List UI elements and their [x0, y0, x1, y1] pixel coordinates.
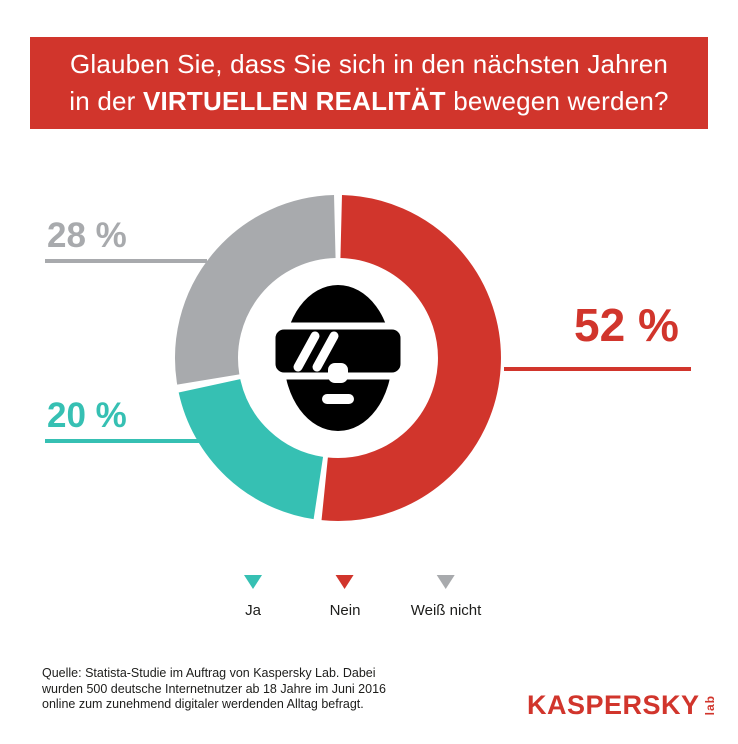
- donut-segments: [175, 195, 501, 521]
- legend-label-nein: Nein: [329, 602, 361, 619]
- kaspersky-wordmark: KASPERSKY: [527, 690, 700, 720]
- legend-item-weiss-nicht: Weiß nicht: [410, 575, 482, 619]
- legend-label-weiss-nicht: Weiß nicht: [410, 602, 482, 619]
- legend-item-ja: Ja: [244, 575, 262, 619]
- callout-nein-line: [504, 367, 691, 371]
- donut-segment-ja: [178, 378, 325, 520]
- vr-headset-head-icon: [268, 285, 408, 431]
- question-line1: Glauben Sie, dass Sie sich in den nächst…: [69, 49, 669, 79]
- legend-triangle-weiss-nicht-icon: [436, 575, 455, 589]
- callout-ja-line: [45, 439, 203, 443]
- question-line2: in der VIRTUELLEN REALITÄT bewegen werde…: [69, 83, 668, 120]
- kaspersky-lab-vertical: lab: [702, 695, 717, 716]
- callout-weiss-nicht-value: 28 %: [47, 216, 127, 255]
- source-text: Quelle: Statista-Studie im Auftrag von K…: [42, 666, 462, 713]
- source-line2: wurden 500 deutsche Internetnutzer ab 18…: [42, 681, 386, 696]
- source-line3: online zum zunehmend digitaler werdenden…: [42, 697, 364, 711]
- donut-segment-nein: [321, 195, 501, 521]
- donut-segment-weiß-nicht: [175, 195, 337, 385]
- callout-weiss-nicht-line: [45, 259, 207, 263]
- question-line2-highlight: VIRTUELLEN REALITÄT: [142, 86, 446, 116]
- kaspersky-logo: KASPERSKY lab: [527, 690, 717, 721]
- question-line2-suffix: bewegen werden?: [445, 86, 669, 116]
- legend-triangle-ja-icon: [244, 575, 262, 589]
- legend-label-ja: Ja: [245, 602, 261, 619]
- legend-item-nein: Nein: [329, 575, 361, 619]
- source-line1: Quelle: Statista-Studie im Auftrag von K…: [42, 666, 376, 680]
- callout-ja-value: 20 %: [47, 396, 127, 435]
- question-banner: Glauben Sie, dass Sie sich in den nächst…: [30, 37, 708, 129]
- legend-triangle-nein-icon: [335, 575, 354, 589]
- callout-nein-value: 52 %: [574, 299, 679, 351]
- question-line2-prefix: in der: [69, 86, 143, 116]
- donut-chart: [170, 190, 506, 526]
